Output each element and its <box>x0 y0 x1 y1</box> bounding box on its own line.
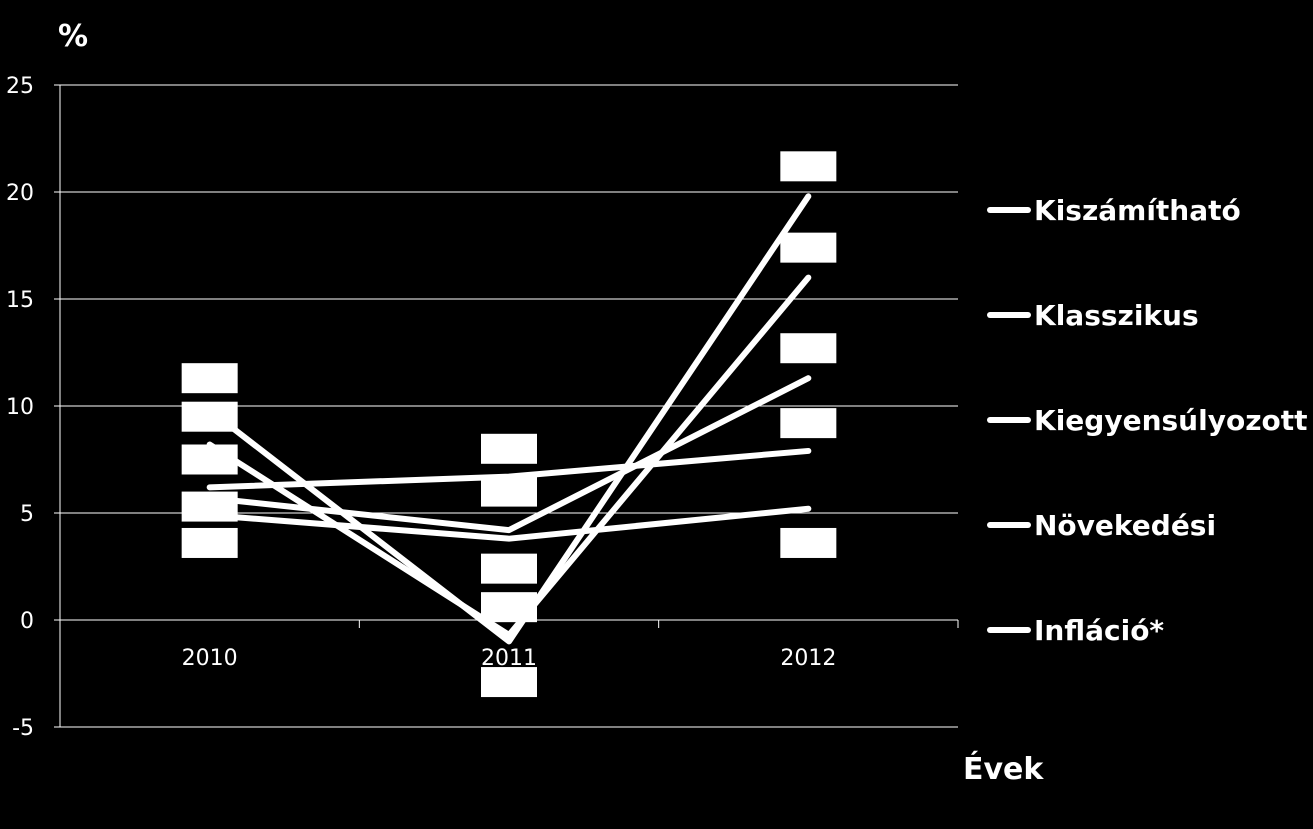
y-tick-label: 5 <box>20 502 34 527</box>
data-label-box <box>481 592 537 623</box>
data-label-box <box>780 333 837 364</box>
data-label-boxes <box>181 151 837 698</box>
series-line-kisz-m-that <box>206 193 812 645</box>
series-line-kiegyens-lyozott <box>206 375 812 534</box>
data-label-box <box>481 433 537 464</box>
x-axis-title: Évek <box>963 751 1044 787</box>
y-tick-label: 10 <box>6 395 34 420</box>
y-tick-labels: -5 0 5 10 15 20 25 <box>6 74 34 741</box>
y-axis-unit: % <box>58 19 88 54</box>
y-tick-label: 25 <box>6 74 34 99</box>
legend-label: Kiegyensúlyozott <box>1034 404 1308 437</box>
x-tick-label: 2011 <box>481 646 537 671</box>
legend-label: Növekedési <box>1034 509 1216 542</box>
data-label-box <box>481 476 537 507</box>
data-label-box <box>780 151 837 182</box>
data-label-box <box>181 491 238 522</box>
legend-label: Infláció* <box>1034 614 1164 647</box>
data-label-box <box>181 527 238 558</box>
legend-label: Klasszikus <box>1034 299 1199 332</box>
data-label-box <box>780 527 837 558</box>
y-tick-label: 0 <box>20 609 34 634</box>
x-tick-label: 2012 <box>780 646 836 671</box>
series-line-n-veked-si <box>206 505 812 542</box>
x-tick-label: 2010 <box>182 646 238 671</box>
y-tick-label: -5 <box>12 716 34 741</box>
y-tick-label: 20 <box>6 181 34 206</box>
data-label-box <box>181 401 238 432</box>
data-label-box <box>481 667 537 698</box>
data-label-box <box>780 232 837 263</box>
y-tick-label: 15 <box>6 288 34 313</box>
legend: Kiszámítható Klasszikus Kiegyensúlyozott Nö… <box>987 194 1308 647</box>
x-tick-labels: 2010 2011 2012 <box>182 646 837 671</box>
data-label-box <box>181 363 238 394</box>
data-label-box <box>181 444 238 475</box>
legend-label: Kiszámítható <box>1034 194 1241 227</box>
data-label-box <box>481 553 537 584</box>
data-label-box <box>780 408 837 439</box>
